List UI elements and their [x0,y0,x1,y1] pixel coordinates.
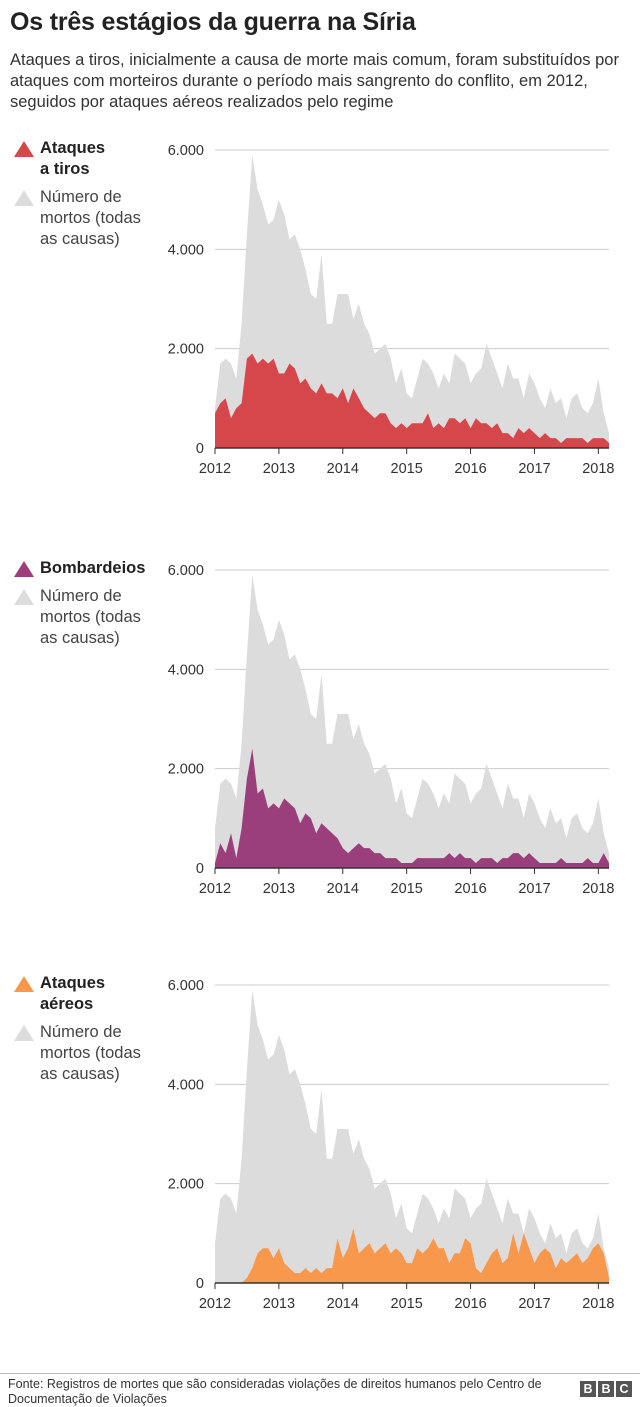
x-tick-label: 2015 [391,1296,423,1312]
chart-legend: Ataques a tiros Número de mortos (todas … [14,138,154,257]
triangle-icon [14,190,34,206]
logo-letter: B [598,1381,614,1397]
y-tick-label: 2.000 [168,1177,204,1193]
legend-label-line: a tiros [40,160,90,178]
legend-item-total: Número de mortos (todas as causas) [14,586,154,649]
x-tick-label: 2015 [391,881,423,897]
area-series-total [215,155,609,448]
triangle-icon [14,561,34,577]
area-series-cause [215,1228,609,1283]
x-tick-label: 2013 [263,881,295,897]
triangle-icon [14,589,34,605]
x-tick-label: 2017 [518,461,550,477]
y-tick-label: 0 [196,441,204,457]
bbc-logo: B B C [580,1381,632,1397]
legend-label-line: as causas) [40,230,120,248]
area-chart-shelling: 0 2.000 4.000 6.000 2012 2013 2014 2015 2016 2017… [168,563,615,897]
legend-item-total: Número de mortos (todas as causas) [14,187,154,250]
legend-item-total: Número de mortos (todas as causas) [14,1022,154,1085]
x-tick-label: 2012 [199,1296,231,1312]
chart-legend: Ataques aéreos Número de mortos (todas a… [14,973,154,1092]
triangle-icon [14,141,34,157]
x-tick-label: 2013 [263,461,295,477]
triangle-icon [14,1025,34,1041]
y-tick-label: 4.000 [168,662,204,678]
legend-label-line: mortos (todas [40,608,141,626]
source-note: Fonte: Registros de mortes que são consi… [8,1377,542,1406]
y-tick-label: 6.000 [168,978,204,994]
legend-label-line: Bombardeios [40,559,146,577]
y-tick-label: 6.000 [168,563,204,579]
x-tick-label: 2012 [199,881,231,897]
legend-label-line: as causas) [40,1065,120,1083]
triangle-icon [14,976,34,992]
y-tick-label: 4.000 [168,1077,204,1093]
area-chart-airstrikes: 0 2.000 4.000 6.000 2012 2013 2014 2015 2016 2017… [168,978,615,1312]
area-chart-gunfire: 0 2.000 4.000 6.000 2012 2013 2014 2015 2016 2017… [168,143,615,477]
x-tick-label: 2015 [391,461,423,477]
x-tick-label: 2016 [454,1296,486,1312]
x-tick-label: 2018 [582,881,614,897]
legend-label-line: Ataques [40,139,106,157]
x-tick-label: 2016 [454,461,486,477]
x-tick-label: 2014 [327,881,359,897]
x-tick-label: 2017 [518,881,550,897]
x-tick-label: 2016 [454,881,486,897]
x-tick-label: 2017 [518,1296,550,1312]
legend-item-gunfire: Ataques a tiros [14,138,154,180]
legend-label-line: Número de [40,587,122,605]
x-tick-label: 2018 [582,1296,614,1312]
y-tick-label: 0 [196,861,204,877]
logo-letter: B [580,1381,596,1397]
y-tick-label: 2.000 [168,342,204,358]
legend-label-line: Número de [40,1023,122,1041]
x-tick-label: 2014 [327,1296,359,1312]
x-tick-label: 2013 [263,1296,295,1312]
area-series-total [215,575,609,868]
area-series-total [215,990,609,1283]
page-subtitle: Ataques a tiros, inicialmente a causa de… [10,51,619,111]
area-series-cause [215,748,609,868]
y-tick-label: 4.000 [168,242,204,258]
legend-label-line: Número de [40,188,122,206]
x-tick-label: 2012 [199,461,231,477]
x-tick-label: 2018 [582,461,614,477]
chart-legend: Bombardeios Número de mortos (todas as c… [14,558,154,656]
y-tick-label: 2.000 [168,762,204,778]
area-series-cause [215,353,609,448]
y-tick-label: 0 [196,1276,204,1292]
legend-label-line: as causas) [40,629,120,647]
legend-label-line: mortos (todas [40,209,141,227]
legend-item-airstrikes: Ataques aéreos [14,973,154,1015]
legend-item-shelling: Bombardeios [14,558,154,579]
x-tick-label: 2014 [327,461,359,477]
legend-label-line: aéreos [40,995,94,1013]
logo-letter: C [616,1381,632,1397]
legend-label-line: mortos (todas [40,1044,141,1062]
page-title: Os três estágios da guerra na Síria [10,8,416,36]
footer-divider [0,1373,640,1374]
legend-label-line: Ataques [40,974,106,992]
y-tick-label: 6.000 [168,143,204,159]
